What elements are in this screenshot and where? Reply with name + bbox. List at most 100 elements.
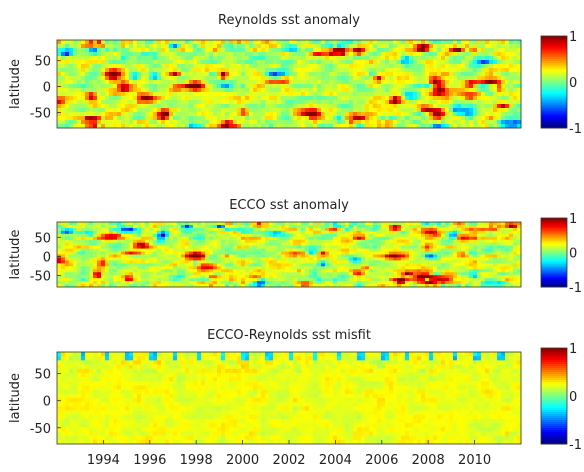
heatmap-cell bbox=[125, 100, 130, 105]
heatmap-cell bbox=[57, 88, 62, 93]
heatmap-cell bbox=[337, 96, 342, 101]
heatmap-cell bbox=[477, 260, 482, 264]
heatmap-cell bbox=[445, 88, 450, 93]
heatmap-cell bbox=[185, 96, 190, 101]
heatmap-cell bbox=[473, 40, 478, 45]
heatmap-cell bbox=[297, 116, 302, 121]
heatmap-cell bbox=[261, 236, 266, 241]
heatmap-cell bbox=[269, 88, 274, 93]
heatmap-cell bbox=[193, 76, 198, 81]
heatmap-cell bbox=[437, 230, 442, 235]
heatmap-cell bbox=[433, 44, 438, 49]
heatmap-cell bbox=[485, 60, 490, 65]
heatmap-cell bbox=[137, 72, 142, 77]
heatmap-cell bbox=[377, 120, 382, 125]
heatmap-cell bbox=[257, 233, 262, 238]
heatmap-cell bbox=[129, 92, 134, 97]
heatmap-cell bbox=[233, 254, 238, 258]
heatmap-cell bbox=[201, 84, 206, 89]
heatmap-cell bbox=[77, 48, 82, 53]
heatmap-cell bbox=[269, 84, 274, 89]
heatmap-cell bbox=[273, 116, 278, 121]
heatmap-cell bbox=[225, 245, 230, 249]
heatmap-cell bbox=[469, 120, 474, 125]
heatmap-cell bbox=[149, 68, 154, 73]
heatmap-cell bbox=[193, 254, 198, 258]
heatmap-cell bbox=[277, 96, 282, 101]
heatmap-cell bbox=[89, 248, 94, 252]
heatmap-cell bbox=[61, 227, 66, 232]
heatmap-cell bbox=[345, 239, 350, 243]
heatmap-cell bbox=[345, 251, 350, 255]
heatmap-cell bbox=[245, 116, 250, 121]
heatmap-cell bbox=[73, 60, 78, 65]
heatmap-cell bbox=[113, 242, 118, 246]
heatmap-cell bbox=[337, 263, 342, 267]
heatmap-cell bbox=[73, 275, 78, 279]
heatmap-cell bbox=[121, 281, 126, 285]
heatmap-cell bbox=[445, 76, 450, 81]
heatmap-cell bbox=[73, 108, 78, 113]
heatmap-cell bbox=[305, 100, 310, 105]
heatmap-cell bbox=[333, 84, 338, 89]
heatmap-cell bbox=[353, 284, 358, 288]
heatmap-cell bbox=[197, 254, 202, 258]
heatmap-cell bbox=[229, 251, 234, 255]
heatmap-cell bbox=[289, 236, 294, 241]
heatmap-cell bbox=[137, 40, 142, 45]
heatmap-cell bbox=[421, 239, 426, 243]
heatmap-cell bbox=[217, 60, 222, 65]
heatmap-cell bbox=[373, 40, 378, 45]
heatmap-cell bbox=[89, 222, 94, 226]
heatmap-cell bbox=[449, 96, 454, 101]
heatmap-cell bbox=[301, 254, 306, 258]
heatmap-cell bbox=[77, 284, 82, 288]
heatmap-cell bbox=[329, 224, 334, 229]
heatmap-cell bbox=[433, 104, 438, 109]
heatmap-cell bbox=[193, 251, 198, 255]
heatmap-cell bbox=[477, 222, 482, 226]
heatmap-cell bbox=[61, 64, 66, 69]
heatmap-cell bbox=[461, 124, 466, 129]
heatmap-cell bbox=[393, 242, 398, 246]
heatmap-cell bbox=[269, 80, 274, 85]
heatmap-cell bbox=[137, 278, 142, 282]
colorbar-swatch bbox=[541, 39, 567, 43]
heatmap-cell bbox=[57, 92, 62, 97]
heatmap-cell bbox=[257, 64, 262, 69]
heatmap-cell bbox=[401, 260, 406, 264]
heatmap-cell bbox=[245, 224, 250, 229]
heatmap-cell bbox=[409, 112, 414, 117]
heatmap-cell bbox=[453, 60, 458, 65]
heatmap-cell bbox=[349, 260, 354, 264]
heatmap-cell bbox=[121, 251, 126, 255]
heatmap-cell bbox=[461, 242, 466, 246]
heatmap-cell bbox=[281, 120, 286, 125]
heatmap-cell bbox=[425, 260, 430, 264]
heatmap-cell bbox=[85, 269, 90, 273]
heatmap-cell bbox=[181, 284, 186, 288]
heatmap-cell bbox=[253, 76, 258, 81]
heatmap-cell bbox=[397, 124, 402, 129]
heatmap-cell bbox=[261, 230, 266, 235]
heatmap-cell bbox=[465, 120, 470, 125]
heatmap-cell bbox=[201, 236, 206, 241]
heatmap-cell bbox=[501, 88, 506, 93]
heatmap-cell bbox=[233, 242, 238, 246]
heatmap-cell bbox=[417, 104, 422, 109]
heatmap-cell bbox=[241, 257, 246, 261]
heatmap-cell bbox=[97, 224, 102, 229]
heatmap-cell bbox=[161, 108, 166, 113]
heatmap-cell bbox=[301, 116, 306, 121]
heatmap-cell bbox=[505, 56, 510, 61]
heatmap-cell bbox=[153, 239, 158, 243]
heatmap-cell bbox=[81, 84, 86, 89]
heatmap-cell bbox=[341, 40, 346, 45]
heatmap-cell bbox=[141, 278, 146, 282]
heatmap-cell bbox=[465, 60, 470, 65]
heatmap-cell bbox=[389, 92, 394, 97]
heatmap-cell bbox=[417, 233, 422, 238]
heatmap-cell bbox=[337, 60, 342, 65]
heatmap-cell bbox=[161, 233, 166, 238]
heatmap-cell bbox=[333, 104, 338, 109]
